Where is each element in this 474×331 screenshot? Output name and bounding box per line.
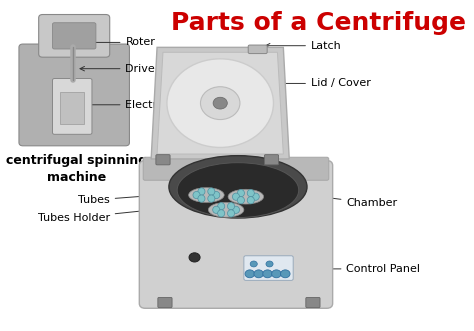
- Ellipse shape: [209, 203, 244, 217]
- Ellipse shape: [228, 210, 235, 217]
- Circle shape: [263, 270, 272, 278]
- Ellipse shape: [213, 191, 220, 199]
- Circle shape: [213, 97, 228, 109]
- Ellipse shape: [198, 188, 205, 195]
- Ellipse shape: [193, 191, 200, 199]
- Circle shape: [266, 261, 273, 267]
- Circle shape: [272, 270, 281, 278]
- FancyBboxPatch shape: [143, 157, 328, 180]
- FancyBboxPatch shape: [156, 155, 170, 165]
- Circle shape: [281, 270, 290, 278]
- Text: Lid / Cover: Lid / Cover: [260, 78, 371, 88]
- Ellipse shape: [237, 197, 245, 204]
- Ellipse shape: [247, 197, 255, 204]
- FancyBboxPatch shape: [248, 45, 267, 54]
- Circle shape: [250, 261, 257, 267]
- Ellipse shape: [228, 189, 264, 204]
- Polygon shape: [157, 52, 283, 154]
- Ellipse shape: [201, 87, 240, 119]
- Ellipse shape: [189, 188, 224, 203]
- Text: Tubes: Tubes: [78, 190, 199, 205]
- Circle shape: [245, 270, 255, 278]
- Text: Drive Shaft: Drive Shaft: [80, 64, 188, 74]
- Ellipse shape: [167, 59, 273, 147]
- Ellipse shape: [232, 206, 239, 213]
- FancyBboxPatch shape: [264, 155, 279, 165]
- FancyBboxPatch shape: [53, 23, 96, 49]
- Ellipse shape: [218, 203, 225, 210]
- Text: Roter: Roter: [86, 37, 155, 47]
- Ellipse shape: [218, 210, 225, 217]
- Polygon shape: [151, 47, 289, 159]
- Text: Control Panel: Control Panel: [303, 264, 420, 274]
- Ellipse shape: [169, 156, 307, 218]
- FancyBboxPatch shape: [306, 298, 320, 307]
- Ellipse shape: [247, 190, 255, 197]
- Ellipse shape: [208, 195, 215, 202]
- Ellipse shape: [177, 163, 299, 217]
- Ellipse shape: [208, 188, 215, 195]
- Circle shape: [254, 270, 264, 278]
- FancyBboxPatch shape: [139, 161, 333, 308]
- FancyBboxPatch shape: [244, 256, 293, 280]
- Ellipse shape: [237, 190, 245, 197]
- Text: Parts of a Centrifuge: Parts of a Centrifuge: [171, 11, 466, 35]
- Text: centrifugal spinning
machine: centrifugal spinning machine: [6, 154, 147, 184]
- Text: Electric Motor: Electric Motor: [80, 100, 202, 110]
- FancyBboxPatch shape: [39, 15, 109, 57]
- FancyBboxPatch shape: [19, 44, 129, 146]
- Text: Tubes Holder: Tubes Holder: [37, 204, 197, 223]
- Ellipse shape: [232, 193, 239, 200]
- FancyBboxPatch shape: [53, 78, 92, 134]
- Ellipse shape: [198, 195, 205, 202]
- Circle shape: [189, 253, 200, 262]
- Text: Chamber: Chamber: [311, 194, 398, 208]
- FancyBboxPatch shape: [60, 92, 84, 124]
- Ellipse shape: [213, 206, 220, 213]
- Text: Latch: Latch: [265, 41, 342, 51]
- Ellipse shape: [252, 193, 259, 200]
- Ellipse shape: [228, 203, 235, 210]
- FancyBboxPatch shape: [158, 298, 172, 307]
